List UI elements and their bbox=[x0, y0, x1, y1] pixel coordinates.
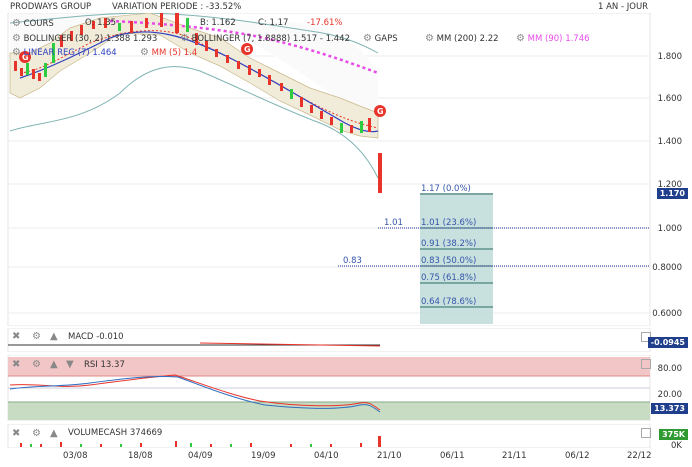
cours-change: -17.61% bbox=[307, 18, 343, 28]
macd-label: MACD -0.010 bbox=[68, 332, 124, 342]
date-axis-label: 22/12 bbox=[627, 451, 652, 461]
volume-tag: 375K bbox=[659, 429, 688, 440]
up-arrow-icon[interactable]: ▲ bbox=[50, 331, 58, 342]
gear-icon[interactable]: ⚙ bbox=[32, 331, 41, 342]
date-axis-label: 06/11 bbox=[440, 451, 465, 461]
rsi-axis-label: 20.00 bbox=[657, 390, 682, 400]
price-axis-label: 1.600 bbox=[657, 94, 682, 104]
macd-panel[interactable] bbox=[0, 328, 692, 352]
legend-bollinger-7[interactable]: ⚙ BOLLINGER (7, 1.8888) 1.517 - 1.442 bbox=[180, 33, 350, 44]
fib-level-label: 0.75 (61.8%) bbox=[421, 273, 477, 283]
date-axis-label: 06/12 bbox=[565, 451, 590, 461]
down-arrow-icon[interactable]: ▼ bbox=[66, 359, 74, 370]
gear-icon[interactable]: ⚙ bbox=[363, 33, 372, 44]
last-price-tag: 1.170 bbox=[656, 188, 688, 199]
legend-mm90[interactable]: ⚙ MM (90) 1.746 bbox=[516, 33, 590, 44]
price-axis-label: 1.800 bbox=[657, 52, 682, 62]
fib-marker-label: 0.83 bbox=[343, 256, 362, 266]
company-name: PRODWAYS GROUP bbox=[10, 2, 92, 12]
rsi-axis-label: 80.00 bbox=[657, 364, 682, 374]
fib-level-label: 0.64 (78.6%) bbox=[421, 297, 477, 307]
svg-text:G: G bbox=[22, 53, 29, 62]
date-axis-label: 03/08 bbox=[63, 451, 88, 461]
gear-icon[interactable]: ⚙ bbox=[32, 428, 41, 439]
gear-icon[interactable]: ⚙ bbox=[140, 47, 149, 58]
gear-icon[interactable]: ⚙ bbox=[180, 33, 189, 44]
close-icon[interactable]: ✖ bbox=[12, 331, 21, 342]
date-axis-label: 18/08 bbox=[128, 451, 153, 461]
up-arrow-icon[interactable]: ▲ bbox=[50, 428, 58, 439]
svg-text:G: G bbox=[377, 107, 384, 116]
close-icon[interactable]: ✖ bbox=[12, 428, 21, 439]
fib-marker-label: 1.01 bbox=[384, 218, 403, 228]
legend-mm5[interactable]: ⚙ MM (5) 1.4 bbox=[140, 47, 198, 58]
price-axis-label: 1.200 bbox=[657, 180, 682, 190]
date-axis-label: 19/09 bbox=[251, 451, 276, 461]
price-axis-label: 1.400 bbox=[657, 137, 682, 147]
up-arrow-icon[interactable]: ▲ bbox=[50, 359, 58, 370]
fib-level-label: 0.83 (50.0%) bbox=[421, 256, 477, 266]
gear-icon[interactable]: ⚙ bbox=[425, 33, 434, 44]
rsi-tag: 13.373 bbox=[651, 403, 688, 414]
cours-low: B: 1.162 bbox=[200, 18, 236, 28]
gear-icon[interactable]: ⚙ bbox=[12, 18, 21, 29]
rsi-panel[interactable] bbox=[0, 355, 692, 421]
gear-icon[interactable]: ⚙ bbox=[32, 359, 41, 370]
price-axis-label: 0.6000 bbox=[652, 309, 682, 319]
date-axis-label: 21/11 bbox=[502, 451, 527, 461]
fib-level-label: 1.17 (0.0%) bbox=[421, 184, 471, 194]
volume-axis-label: 0K bbox=[671, 441, 682, 451]
fibonacci-box bbox=[420, 193, 493, 324]
gear-icon[interactable]: ⚙ bbox=[516, 33, 525, 44]
fib-level-label: 1.01 (23.6%) bbox=[421, 218, 477, 228]
cours-close: C: 1.17 bbox=[258, 18, 289, 28]
cours-open: O: 1.35 bbox=[85, 18, 117, 28]
panel-toggle-checkbox[interactable] bbox=[641, 359, 651, 369]
date-axis-label: 04/09 bbox=[188, 451, 213, 461]
price-chart[interactable]: G G G bbox=[0, 13, 692, 326]
rsi-label: RSI 13.37 bbox=[84, 360, 125, 370]
macd-tag: -0.0945 bbox=[647, 337, 688, 348]
period-selector[interactable]: 1 AN - JOUR bbox=[598, 2, 649, 12]
fib-level-label: 0.91 (38.2%) bbox=[421, 239, 477, 249]
period-variation: VARIATION PERIODE : -33.52% bbox=[112, 2, 242, 12]
legend-gaps[interactable]: ⚙ GAPS bbox=[363, 33, 398, 44]
price-axis-label: 1.000 bbox=[657, 224, 682, 234]
svg-text:G: G bbox=[244, 45, 251, 54]
gear-icon[interactable]: ⚙ bbox=[12, 47, 21, 58]
gear-icon[interactable]: ⚙ bbox=[12, 33, 21, 44]
panel-toggle-checkbox[interactable] bbox=[641, 428, 651, 438]
legend-cours[interactable]: ⚙ COURS bbox=[12, 18, 54, 29]
price-axis-label: 0.8000 bbox=[652, 263, 682, 273]
close-icon[interactable]: ✖ bbox=[12, 359, 21, 370]
volume-panel[interactable] bbox=[0, 424, 692, 448]
legend-bollinger-30[interactable]: ⚙ BOLLINGER (30, 2) 1.388 1.293 bbox=[12, 33, 158, 44]
date-axis-label: 21/10 bbox=[377, 451, 402, 461]
date-axis-label: 04/10 bbox=[314, 451, 339, 461]
legend-mm200[interactable]: ⚙ MM (200) 2.22 bbox=[425, 33, 499, 44]
legend-linreg[interactable]: ⚙ LINEAR REG (7) 1.464 bbox=[12, 47, 117, 58]
gap-marker-icon: G G G bbox=[19, 43, 386, 117]
volume-label: VOLUMECASH 374669 bbox=[68, 428, 163, 438]
